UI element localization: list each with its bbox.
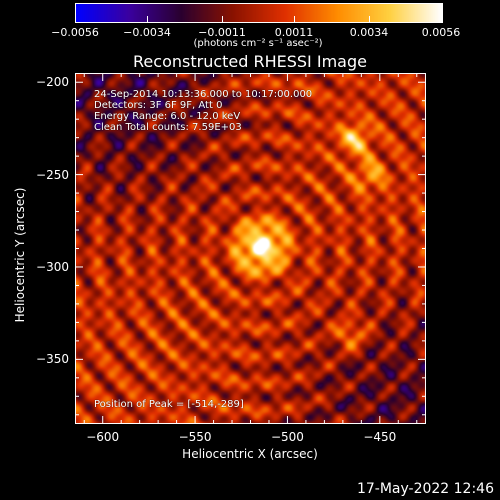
- colorbar-tick-mark: [294, 16, 295, 22]
- colorbar-gradient: [76, 4, 442, 22]
- colorbar-tick-mark: [147, 16, 148, 22]
- annotation-peak-position: Position of Peak = [-514,-289]: [94, 399, 244, 410]
- x-tick-label: −450: [363, 430, 397, 444]
- y-tick-label: −250: [36, 167, 69, 182]
- colorbar-tick-label: −0.0034: [123, 26, 171, 39]
- colorbar: [75, 3, 443, 23]
- annotation-time-range: 24-Sep-2014 10:13:36.000 to 10:17:00.000: [94, 89, 313, 100]
- x-tick-label: −550: [178, 430, 212, 444]
- y-tick-label: −350: [36, 352, 69, 367]
- annotation-detectors: Detectors: 3F 6F 9F, Att 0: [94, 100, 223, 111]
- colorbar-tick-label: 0.0056: [421, 26, 461, 39]
- x-axis-label: Heliocentric X (arcsec): [182, 447, 318, 461]
- annotation-energy-range: Energy Range: 6.0 - 12.0 keV: [94, 111, 241, 122]
- colorbar-tick-mark: [441, 16, 442, 22]
- colorbar-units: (photons cm⁻² s⁻¹ asec⁻²): [193, 38, 323, 49]
- colorbar-tick-label: 0.0011: [274, 26, 314, 39]
- annotation-clean-counts: Clean Total counts: 7.59E+03: [94, 122, 242, 133]
- chart-title: Reconstructed RHESSI Image: [133, 52, 367, 71]
- colorbar-tick-mark: [369, 16, 370, 22]
- x-tick-label: −500: [270, 430, 304, 444]
- heatmap-image: [76, 74, 425, 423]
- colorbar-tick-label: −0.0056: [51, 26, 99, 39]
- y-tick-label: −200: [36, 75, 69, 90]
- colorbar-tick-label: 0.0034: [349, 26, 389, 39]
- colorbar-tick-label: −0.0011: [198, 26, 246, 39]
- plot-area: 24-Sep-2014 10:13:36.000 to 10:17:00.000…: [75, 73, 426, 424]
- y-axis-label: Heliocentric Y (arcsec): [13, 187, 27, 323]
- x-tick-label: −600: [86, 430, 120, 444]
- y-tick-label: −300: [36, 259, 69, 274]
- colorbar-tick-mark: [75, 16, 76, 22]
- timestamp: 17-May-2022 12:46: [356, 481, 494, 497]
- colorbar-tick-mark: [222, 16, 223, 22]
